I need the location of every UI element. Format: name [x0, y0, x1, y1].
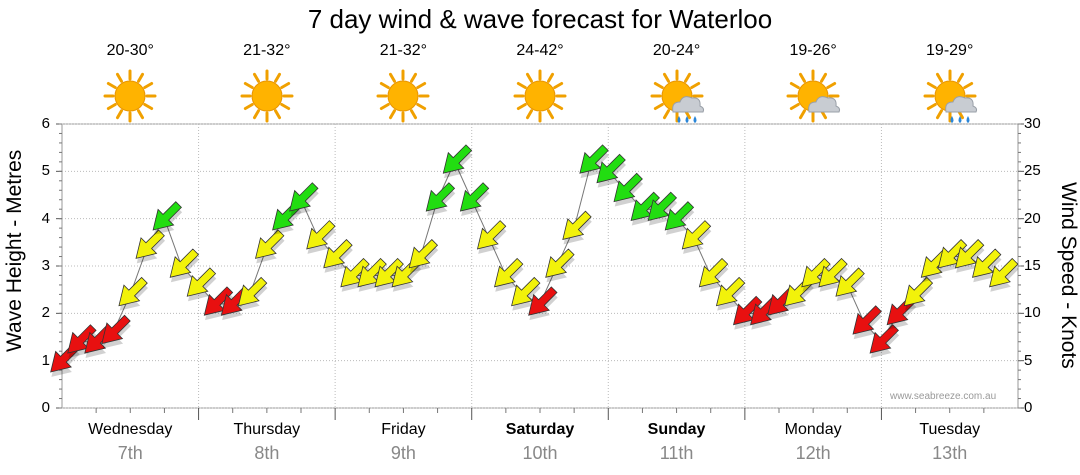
day-name-label: Friday: [381, 421, 426, 438]
day-name-label: Tuesday: [919, 421, 981, 438]
wind-arrow: [186, 267, 217, 302]
wind-arrow: [698, 257, 729, 292]
left-tick-label: 0: [41, 399, 50, 416]
wind-arrow: [852, 305, 883, 340]
wind-arrow: [323, 238, 353, 273]
wind-arrow: [818, 257, 848, 292]
right-tick-label: 0: [1024, 399, 1033, 416]
wind-arrow: [152, 201, 183, 235]
wind-arrow: [596, 153, 626, 188]
right-tick-label: 30: [1024, 115, 1041, 132]
day-date-label: 11th: [659, 443, 694, 463]
wind-arrow: [989, 257, 1019, 292]
wind-arrow: [118, 276, 148, 311]
wind-arrow: [647, 191, 678, 226]
day-date-label: 7th: [117, 443, 143, 463]
right-tick-label: 20: [1024, 209, 1041, 227]
left-tick-label: 6: [41, 115, 50, 132]
wind-arrow: [613, 172, 644, 207]
wind-arrow: [289, 182, 319, 216]
right-tick-label: 25: [1024, 162, 1041, 180]
sunny-icon: [240, 69, 294, 123]
day-date-label: 9th: [390, 443, 416, 463]
wind-arrow: [135, 229, 166, 264]
wind-arrow: [511, 276, 541, 311]
credit-text: www.seabreeze.com.au: [890, 391, 997, 402]
day-name-label: Monday: [784, 421, 842, 438]
wind-arrow: [442, 144, 473, 179]
day-date-label: 8th: [254, 443, 280, 463]
wind-arrow: [306, 220, 336, 254]
left-tick-label: 1: [41, 351, 50, 369]
rain-sun-icon: [650, 69, 704, 123]
temperature-range: 24-42°: [516, 42, 564, 59]
wind-arrow: [545, 248, 575, 283]
right-tick-label: 10: [1024, 304, 1041, 322]
wind-arrow: [459, 182, 490, 216]
day-date-label: 12th: [795, 443, 831, 463]
wind-arrow: [408, 238, 439, 273]
wind-arrow: [425, 182, 456, 216]
sunny-icon: [376, 69, 430, 123]
left-tick-label: 3: [41, 257, 50, 274]
temperature-range: 19-29°: [926, 42, 974, 59]
wind-arrow: [954, 238, 985, 273]
wind-arrow: [562, 210, 592, 245]
temperature-range: 21-32°: [243, 42, 291, 59]
day-name-label: Wednesday: [88, 421, 173, 438]
cloud-sun-icon: [786, 69, 841, 123]
right-tick-label: 5: [1024, 351, 1033, 369]
wind-arrow: [835, 267, 865, 302]
temperature-range: 21-32°: [379, 42, 428, 59]
wind-arrow: [903, 276, 934, 311]
chart-title: 7 day wind & wave forecast for Waterloo: [307, 4, 773, 34]
rain-sun-icon: [923, 69, 977, 123]
left-tick-label: 4: [41, 209, 50, 227]
day-name-label: Thursday: [233, 421, 301, 438]
wind-arrow: [237, 276, 268, 311]
day-date-label: 10th: [522, 443, 558, 463]
wind-arrow: [664, 201, 695, 235]
wind-arrow: [972, 248, 1002, 283]
left-tick-label: 5: [41, 162, 50, 180]
right-tick-label: 15: [1024, 257, 1041, 274]
temperature-range: 20-24°: [652, 42, 701, 59]
wind-arrow: [869, 324, 900, 358]
wind-arrow: [681, 220, 712, 254]
sunny-icon: [513, 69, 567, 123]
wind-arrow: [255, 229, 285, 264]
wind-arrow: [494, 257, 524, 292]
left-tick-label: 2: [41, 304, 50, 322]
wind-arrow: [579, 144, 609, 179]
wind-arrow: [528, 286, 558, 321]
temperature-range: 19-26°: [789, 42, 837, 59]
wind-arrow: [101, 314, 131, 349]
wind-arrow: [715, 276, 746, 311]
wind-arrow: [476, 220, 507, 254]
wind-arrow: [169, 248, 200, 283]
day-name-label: Saturday: [505, 421, 575, 438]
sunny-icon: [103, 69, 157, 123]
day-date-label: 13th: [932, 443, 968, 463]
day-name-label: Sunday: [647, 421, 706, 438]
temperature-range: 20-30°: [106, 42, 154, 59]
